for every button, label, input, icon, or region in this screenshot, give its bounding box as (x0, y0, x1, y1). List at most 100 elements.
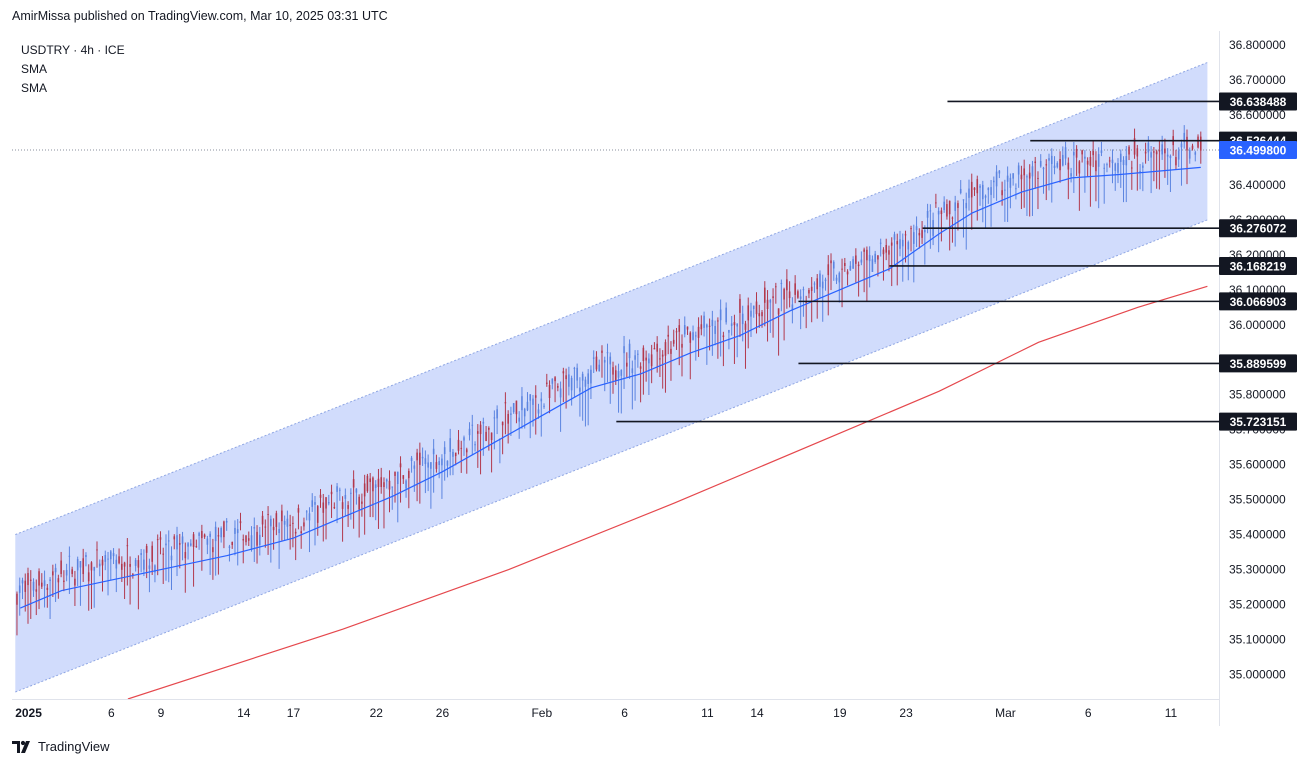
symbol-label[interactable]: USDTRY · 4h · ICE (21, 43, 125, 57)
footer-brand[interactable]: TradingView (12, 739, 110, 754)
candle-body (871, 259, 874, 272)
candle-body (327, 502, 330, 504)
candle-body (1147, 142, 1150, 153)
candle-body (739, 298, 741, 313)
candle-body (311, 500, 314, 507)
candle-body (598, 364, 601, 372)
candle-body (708, 325, 711, 327)
candle-body (855, 255, 857, 264)
candle-body (1183, 132, 1186, 143)
candle-body (1020, 174, 1023, 180)
candle-body (104, 555, 107, 562)
y-tick-label: 35.500000 (1229, 493, 1286, 507)
channel-lower-edge[interactable] (15, 219, 1208, 693)
level-label-box (1219, 354, 1297, 373)
candle-body (369, 478, 371, 482)
candle-body (570, 377, 573, 391)
candle-body (482, 421, 485, 424)
x-tick-label: 6 (1085, 706, 1092, 720)
footer-brand-label: TradingView (38, 739, 110, 754)
candle-body (797, 291, 799, 298)
candle-body (151, 545, 153, 562)
indicator-label-sma-2[interactable]: SMA (21, 81, 48, 95)
candle-body (107, 558, 109, 560)
candle-body (984, 195, 987, 198)
candle-body (951, 217, 954, 219)
candle-body (816, 278, 819, 290)
candle-body (642, 347, 645, 362)
candle-body (485, 431, 487, 442)
candle-body (581, 373, 584, 381)
candle-body (1103, 167, 1106, 169)
candle-body (995, 171, 998, 187)
x-tick-label: 6 (621, 706, 628, 720)
candle-body (808, 289, 810, 294)
candle-body (703, 315, 705, 328)
candle-body (129, 564, 131, 567)
candle-body (692, 332, 694, 340)
y-tick-label: 36.400000 (1229, 178, 1286, 192)
candle-body (1037, 177, 1039, 179)
candle-body (289, 524, 291, 526)
channel-upper-edge[interactable] (15, 62, 1208, 536)
candle-body (32, 581, 35, 591)
candle-body (1144, 151, 1147, 154)
candle-body (1056, 163, 1059, 168)
indicator-label-sma-1[interactable]: SMA (21, 62, 48, 76)
candle-body (1070, 173, 1072, 177)
y-tick-label: 36.000000 (1229, 318, 1286, 332)
candle-body (443, 447, 446, 455)
candle-body (557, 386, 559, 388)
candle-body (758, 313, 761, 317)
plot-area (12, 62, 1219, 699)
candle-body (954, 202, 956, 211)
candle-body (924, 229, 926, 233)
candle-body (148, 565, 151, 569)
candle-body (358, 496, 360, 510)
candle-body (463, 437, 465, 441)
candle-body (165, 543, 167, 546)
candle-body (664, 342, 667, 356)
candle-body (383, 482, 385, 488)
regression-channel[interactable] (15, 62, 1208, 693)
candle-body (521, 396, 523, 411)
y-tick-label: 35.300000 (1229, 563, 1286, 577)
candle-body (877, 255, 879, 260)
candle-body (132, 574, 134, 576)
candle-body (1048, 158, 1050, 161)
candle-body (777, 308, 780, 315)
candle-body (52, 571, 54, 576)
sma-fast-line[interactable] (20, 166, 1201, 609)
candle-body (228, 546, 231, 548)
candle-body (725, 307, 727, 323)
candle-body (1139, 171, 1141, 173)
candle-body (722, 335, 725, 338)
candle-body (115, 559, 118, 569)
candle-body (675, 331, 678, 333)
publisher-line: AmirMissa published on TradingView.com, … (12, 9, 388, 23)
level-label: 36.168219 (1230, 259, 1287, 273)
candle-body (998, 170, 1001, 174)
candle-body (1164, 148, 1166, 154)
candle-body (672, 339, 675, 344)
candle-body (195, 546, 198, 548)
x-tick-label: 26 (436, 706, 450, 720)
candle-body (802, 289, 805, 291)
candle-body (424, 458, 427, 465)
candle-body (137, 560, 140, 568)
level-label-box (1219, 219, 1297, 238)
candle-body (634, 355, 636, 360)
candle-body (717, 320, 719, 322)
candle-body (1199, 136, 1202, 151)
candle-body (755, 301, 758, 315)
candle-body (579, 387, 581, 392)
candle-body (1136, 148, 1139, 157)
candle-body (637, 353, 639, 355)
candle-body (1161, 144, 1163, 155)
sma-slow-line[interactable] (127, 285, 1208, 699)
candle-body (206, 538, 209, 545)
candle-body (372, 477, 374, 492)
y-tick-label: 35.000000 (1229, 668, 1286, 682)
candle-body (339, 489, 341, 491)
